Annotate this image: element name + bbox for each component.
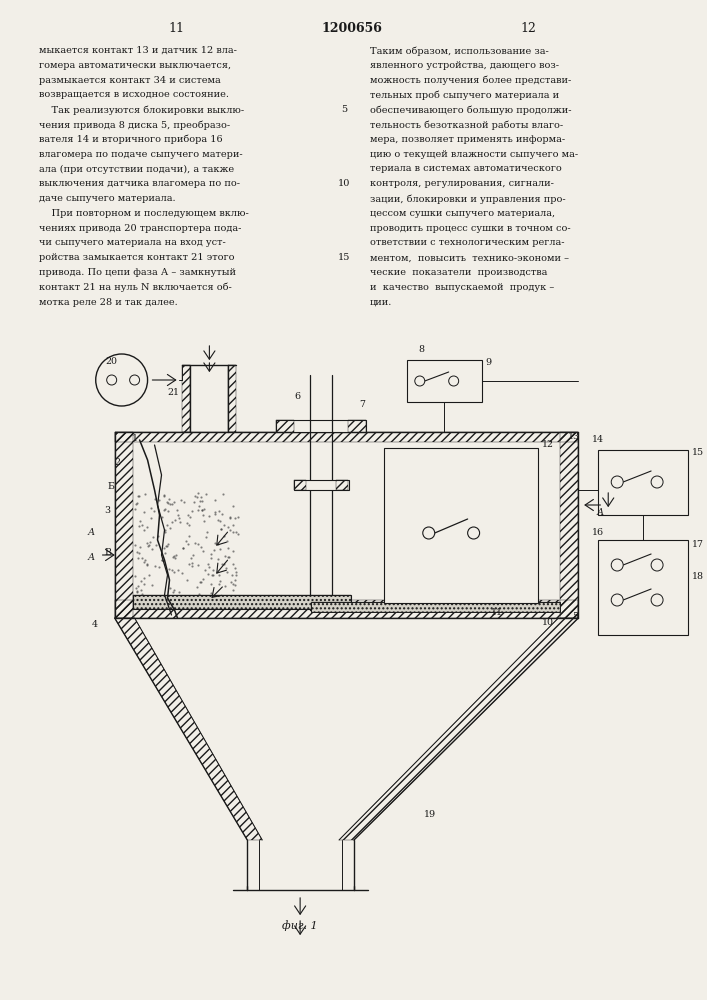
Text: фиг. 1: фиг. 1 [282, 920, 318, 931]
Text: вателя 14 и вторичного прибора 16: вателя 14 и вторичного прибора 16 [39, 135, 223, 144]
Text: тельность безотказной работы влаго-: тельность безотказной работы влаго- [370, 120, 563, 129]
Circle shape [612, 594, 623, 606]
Text: 12: 12 [520, 22, 537, 35]
Circle shape [423, 527, 435, 539]
Circle shape [95, 354, 148, 406]
Text: 11: 11 [491, 608, 503, 617]
Text: мыкается контакт 13 и датчик 12 вла-: мыкается контакт 13 и датчик 12 вла- [39, 46, 237, 55]
Text: 18: 18 [692, 572, 704, 581]
Text: А: А [596, 508, 604, 517]
Text: 10: 10 [338, 179, 350, 188]
Text: 9: 9 [486, 358, 491, 367]
Text: А: А [88, 553, 95, 562]
Bar [407, 360, 481, 402]
Circle shape [107, 375, 117, 385]
Text: тельных проб сыпучего материала и: тельных проб сыпучего материала и [370, 90, 559, 100]
Circle shape [651, 594, 663, 606]
Text: 19: 19 [423, 810, 436, 819]
Text: 7: 7 [359, 400, 365, 409]
Text: А: А [88, 528, 95, 537]
Text: можность получения более представи-: можность получения более представи- [370, 76, 571, 85]
Text: 11: 11 [168, 22, 185, 35]
Text: чениях привода 20 транспортера пода-: чениях привода 20 транспортера пода- [39, 224, 241, 233]
Text: 21: 21 [168, 388, 180, 397]
Text: 14: 14 [592, 435, 604, 444]
Text: 2: 2 [115, 458, 121, 467]
Text: 10: 10 [542, 618, 554, 627]
Text: возвращается в исходное состояние.: возвращается в исходное состояние. [39, 90, 229, 99]
Text: Так реализуются блокировки выклю-: Так реализуются блокировки выклю- [39, 105, 244, 115]
Text: контакт 21 на нуль N включается об-: контакт 21 на нуль N включается об- [39, 283, 231, 292]
Text: контроля, регулирования, сигнали-: контроля, регулирования, сигнали- [370, 179, 554, 188]
Text: 17: 17 [692, 540, 704, 549]
Text: даче сыпучего материала.: даче сыпучего материала. [39, 194, 175, 203]
Text: цию о текущей влажности сыпучего ма-: цию о текущей влажности сыпучего ма- [370, 150, 578, 159]
Text: проводить процесс сушки в точном со-: проводить процесс сушки в точном со- [370, 224, 571, 233]
Text: 3: 3 [105, 506, 111, 515]
Text: 16: 16 [592, 528, 604, 537]
Text: 1: 1 [132, 434, 138, 443]
Bar [276, 420, 366, 432]
Text: 6: 6 [294, 392, 300, 401]
Text: 20: 20 [105, 357, 117, 366]
Text: В: В [105, 548, 112, 557]
Text: мотка реле 28 и так далее.: мотка реле 28 и так далее. [39, 298, 177, 307]
Text: ментом,  повысить  технико-экономи –: ментом, повысить технико-экономи – [370, 253, 569, 262]
Text: явленного устройства, дающего воз-: явленного устройства, дающего воз- [370, 61, 559, 70]
Bar [598, 540, 688, 635]
Text: 1200656: 1200656 [322, 22, 382, 35]
Text: зации, блокировки и управления про-: зации, блокировки и управления про- [370, 194, 566, 204]
Text: и  качество  выпускаемой  продук –: и качество выпускаемой продук – [370, 283, 554, 292]
Text: цессом сушки сыпучего материала,: цессом сушки сыпучего материала, [370, 209, 555, 218]
Text: мера, позволяет применять информа-: мера, позволяет применять информа- [370, 135, 565, 144]
Text: привода. По цепи фаза А – замкнутый: привода. По цепи фаза А – замкнутый [39, 268, 235, 277]
Text: чи сыпучего материала на вход уст-: чи сыпучего материала на вход уст- [39, 238, 226, 247]
Bar [384, 448, 539, 603]
Text: 13: 13 [568, 432, 580, 441]
Text: При повторном и последующем вклю-: При повторном и последующем вклю- [39, 209, 249, 218]
Text: обеспечивающего большую продолжи-: обеспечивающего большую продолжи- [370, 105, 571, 115]
Text: чения привода 8 диска 5, преобразо-: чения привода 8 диска 5, преобразо- [39, 120, 230, 129]
Text: териала в системах автоматического: териала в системах автоматического [370, 164, 562, 173]
Circle shape [612, 559, 623, 571]
Text: влагомера по подаче сыпучего матери-: влагомера по подаче сыпучего матери- [39, 150, 243, 159]
Circle shape [651, 476, 663, 488]
Bar [294, 480, 349, 490]
Text: 12: 12 [542, 440, 554, 449]
Text: 8: 8 [419, 345, 425, 354]
Text: 5: 5 [341, 105, 347, 114]
Bar [311, 602, 561, 612]
Text: Таким образом, использование за-: Таким образом, использование за- [370, 46, 549, 55]
Text: ческие  показатели  производства: ческие показатели производства [370, 268, 547, 277]
Bar [133, 595, 351, 609]
Circle shape [415, 376, 425, 386]
Text: 15: 15 [338, 253, 350, 262]
Circle shape [612, 476, 623, 488]
Text: размыкается контакт 34 и система: размыкается контакт 34 и система [39, 76, 221, 85]
Text: выключения датчика влагомера по по-: выключения датчика влагомера по по- [39, 179, 240, 188]
Bar [598, 450, 688, 515]
Circle shape [467, 527, 479, 539]
Text: Б: Б [107, 482, 115, 491]
Circle shape [129, 375, 139, 385]
Text: ции.: ции. [370, 298, 392, 307]
Circle shape [651, 559, 663, 571]
Text: гомера автоматически выключается,: гомера автоматически выключается, [39, 61, 231, 70]
Text: ответствии с технологическим регла-: ответствии с технологическим регла- [370, 238, 565, 247]
Text: 5: 5 [573, 612, 578, 621]
Text: 15: 15 [692, 448, 704, 457]
Circle shape [449, 376, 459, 386]
Text: 4: 4 [92, 620, 98, 629]
Text: ала (при отсутствии подачи), а также: ала (при отсутствии подачи), а также [39, 164, 234, 174]
Text: ройства замыкается контакт 21 этого: ройства замыкается контакт 21 этого [39, 253, 234, 262]
